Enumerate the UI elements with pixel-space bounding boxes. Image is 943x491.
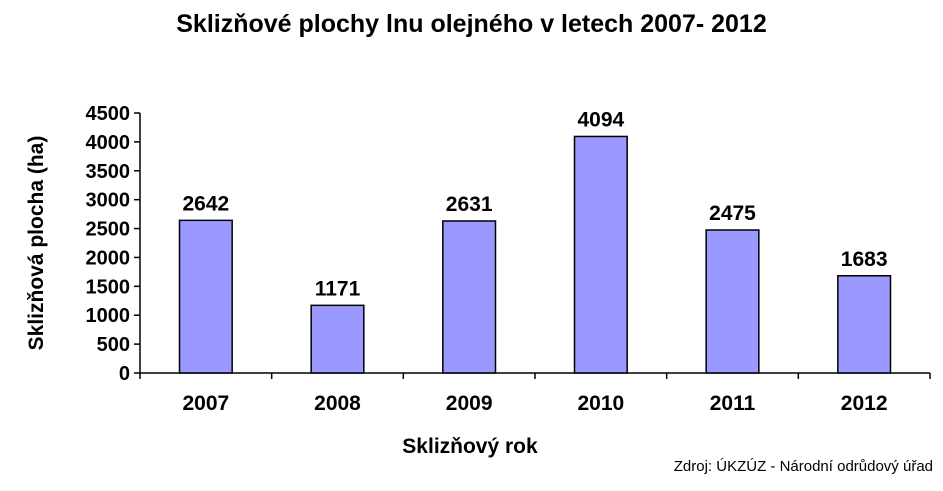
x-tick-label-2009: 2009 [446,392,493,415]
bar-2012 [837,275,892,374]
x-tick-label-2010: 2010 [577,392,624,415]
data-label-2012: 1683 [841,248,888,271]
y-tick-label: 3500 [86,161,131,183]
bar-2009 [442,220,497,374]
y-tick-label: 1500 [86,276,131,298]
source-note: Zdroj: ÚKZÚZ - Národní odrůdový úřad [673,458,933,475]
y-tick-label: 0 [119,363,130,385]
bar-2010 [573,135,628,374]
x-tick-label-2011: 2011 [710,392,756,415]
y-tick-label: 4500 [86,103,131,125]
data-label-2008: 1171 [315,277,361,300]
x-tick-label-2007: 2007 [182,392,229,415]
chart-title: Sklizňové plochy lnu olejného v letech 2… [176,10,767,38]
x-tick-label-2008: 2008 [314,392,361,415]
data-label-2011: 2475 [709,202,756,225]
y-tick-label: 4000 [86,132,131,154]
y-tick-label: 500 [97,334,130,356]
y-axis-label: Sklizňová plocha (ha) [25,136,48,351]
x-axis-label: Sklizňový rok [402,435,538,458]
y-tick-label: 2500 [86,219,131,241]
data-label-2009: 2631 [446,193,493,216]
plot-area: 0 500 1000 1500 2000 2500 3000 3500 4000 4500 2642… [86,103,931,415]
bar-2008 [310,304,365,374]
data-label-2007: 2642 [182,192,229,215]
y-tick-label: 2000 [86,247,131,269]
y-tick-label: 3000 [86,190,131,212]
bar-2007 [178,219,233,374]
y-tick-label: 1000 [86,305,131,327]
bar-2011 [705,229,760,374]
data-label-2010: 4094 [577,108,624,131]
x-tick-label-2012: 2012 [841,392,888,415]
